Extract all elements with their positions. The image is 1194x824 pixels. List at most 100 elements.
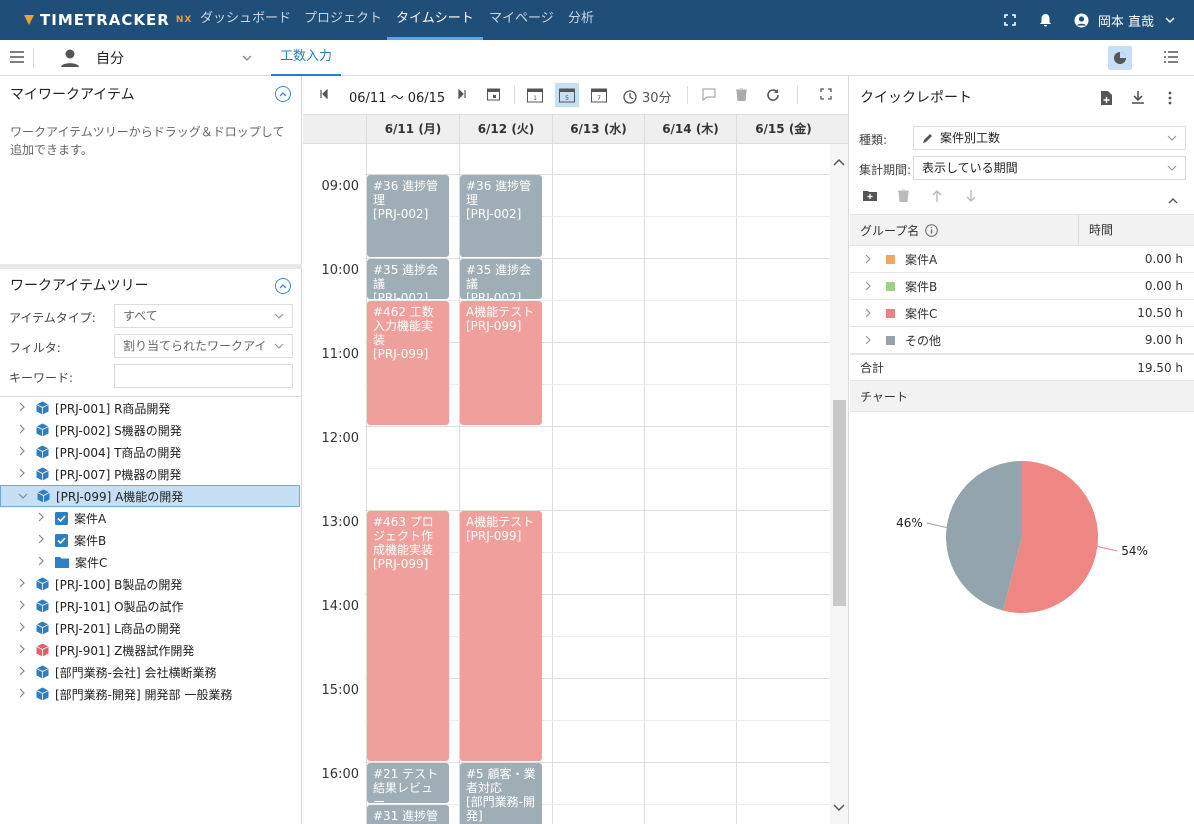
chevron-right-icon[interactable] (35, 534, 47, 547)
time-entry[interactable]: A機能テスト [PRJ-099] (460, 301, 542, 425)
chevron-right-icon[interactable] (16, 644, 28, 657)
time-entry[interactable]: #463 プロジェクト作成機能実装 [PRJ-099] (367, 511, 449, 761)
chevron-right-icon[interactable] (850, 308, 886, 318)
chevron-right-icon[interactable] (16, 402, 28, 415)
comment-icon[interactable] (702, 88, 716, 101)
chevron-right-icon[interactable] (16, 578, 28, 591)
chevron-right-icon[interactable] (850, 281, 886, 291)
time-entry[interactable]: #35 進捗会議 [PRJ-002] (460, 259, 542, 299)
chevron-up-icon[interactable] (1168, 193, 1178, 207)
delete-group-icon[interactable] (898, 188, 909, 205)
period-select[interactable]: 表示している期間 (913, 156, 1186, 180)
day-view-icon[interactable]: 1 (527, 87, 543, 103)
week-view-icon[interactable]: 7 (591, 87, 607, 103)
chevron-right-icon[interactable] (16, 424, 28, 437)
nav-project[interactable]: プロジェクト (304, 11, 383, 26)
tree-item[interactable]: [PRJ-007] P機器の開発 (0, 463, 300, 485)
tree-item[interactable]: [PRJ-001] R商品開発 (0, 397, 300, 419)
more-icon[interactable] (1168, 91, 1172, 108)
time-entry[interactable]: A機能テスト [PRJ-099] (460, 511, 542, 761)
calendar-scrollbar[interactable] (830, 144, 848, 824)
user-menu[interactable]: 岡本 直哉 (1074, 11, 1178, 30)
move-down-icon[interactable] (966, 190, 976, 205)
user-select[interactable]: 自分 (60, 46, 252, 70)
filter-select[interactable]: 割り当てられたワークアイ (114, 334, 293, 358)
chevron-right-icon[interactable] (35, 556, 47, 569)
chevron-right-icon[interactable] (16, 600, 28, 613)
report-row[interactable]: 案件C 10.50 h (850, 300, 1194, 327)
chevron-down-icon[interactable] (17, 491, 29, 502)
work-week-view-icon[interactable]: 5 (555, 83, 579, 107)
chevron-right-icon[interactable] (850, 254, 886, 264)
calendar-picker-icon[interactable] (487, 87, 500, 101)
expand-icon[interactable] (820, 88, 832, 100)
pie-slice[interactable] (945, 461, 1022, 611)
tree-item[interactable]: [PRJ-901] Z機器試作開発 (0, 639, 300, 661)
chevron-right-icon[interactable] (16, 622, 28, 635)
hamburger-icon[interactable] (10, 51, 24, 66)
nav-mypage[interactable]: マイページ (489, 11, 554, 26)
tree-item[interactable]: [PRJ-201] L商品の開発 (0, 617, 300, 639)
list-view-button[interactable] (1164, 51, 1178, 66)
report-type-select[interactable]: 案件別工数 (913, 126, 1186, 150)
chevron-right-icon[interactable] (16, 468, 28, 481)
add-report-icon[interactable] (1100, 91, 1112, 108)
report-row[interactable]: 案件A 0.00 h (850, 246, 1194, 273)
next-week-icon[interactable] (457, 89, 467, 99)
report-row[interactable]: 案件B 0.00 h (850, 273, 1194, 300)
tree-item[interactable]: 案件A (0, 507, 300, 529)
nav-analysis[interactable]: 分析 (568, 11, 595, 26)
move-up-icon[interactable] (932, 190, 942, 205)
collapse-my-items-button[interactable] (275, 86, 291, 102)
prev-week-icon[interactable] (319, 89, 329, 99)
time-entry-title: A機能テスト (466, 305, 535, 319)
chevron-right-icon[interactable] (16, 688, 28, 701)
time-entry-title: #36 進捗管理 (466, 179, 532, 207)
collapse-tree-button[interactable] (275, 278, 291, 294)
chevron-right-icon[interactable] (16, 446, 28, 459)
time-entry[interactable]: #5 顧客・業者対応 [部門業務-開発] (460, 763, 542, 824)
tree-item[interactable]: [PRJ-002] S機器の開発 (0, 419, 300, 441)
nav-dashboard[interactable]: ダッシュボード (200, 11, 292, 26)
time-entry-title: #463 プロジェクト作成機能実装 (373, 515, 434, 557)
tree-item[interactable]: [PRJ-004] T商品の開発 (0, 441, 300, 463)
delete-icon[interactable] (736, 88, 747, 101)
interval-select[interactable]: 30分 (623, 87, 672, 106)
hour-label: 14:00 (321, 599, 359, 614)
chart-title: チャート (860, 389, 908, 404)
scroll-down-icon (833, 804, 845, 812)
tree-item[interactable]: 案件C (0, 551, 300, 573)
fullscreen-icon[interactable] (1002, 12, 1018, 28)
keyword-input[interactable] (114, 364, 293, 388)
chevron-right-icon[interactable] (35, 512, 47, 525)
tree-item[interactable]: 案件B (0, 529, 300, 551)
time-entry[interactable]: #35 進捗会議 [PRJ-002] (367, 259, 449, 299)
tree-item[interactable]: [PRJ-101] O製品の試作 (0, 595, 300, 617)
item-type-select[interactable]: すべて (114, 304, 293, 328)
time-entry[interactable]: #21 テスト結果レビュー (367, 763, 449, 803)
add-folder-icon[interactable] (863, 190, 877, 204)
tree-item[interactable]: [部門業務-開発] 開発部 一般業務 (0, 683, 300, 705)
tree-item[interactable]: [PRJ-099] A機能の開発 (0, 485, 300, 507)
time-entry[interactable]: #31 進捗管 (367, 805, 449, 824)
scrollbar-thumb[interactable] (833, 400, 846, 606)
download-icon[interactable] (1132, 91, 1144, 108)
time-entry[interactable]: #462 工数入力機能実装 [PRJ-099] (367, 301, 449, 425)
tree-item[interactable]: [部門業務-会社] 会社横断業務 (0, 661, 300, 683)
app-logo[interactable]: TIMETRACKER NX (22, 11, 192, 29)
time-entry[interactable]: #36 進捗管理 [PRJ-002] (367, 175, 449, 257)
chevron-right-icon[interactable] (850, 335, 886, 345)
chart-view-button[interactable] (1108, 46, 1132, 70)
nav-timesheet[interactable]: タイムシート (387, 0, 483, 40)
tree-item[interactable]: [PRJ-100] B製品の開発 (0, 573, 300, 595)
calendar-grid[interactable]: 09:00 10:00 11:00 12:00 13:00 14:00 15:00 16:00… (303, 144, 830, 824)
tab-hours-input[interactable]: 工数入力 (271, 40, 341, 76)
bell-icon[interactable] (1038, 12, 1054, 28)
time-entry[interactable]: #36 進捗管理 [PRJ-002] (460, 175, 542, 257)
divider (0, 396, 302, 397)
panel-splitter[interactable] (0, 264, 302, 269)
pie-slice[interactable] (1003, 461, 1098, 613)
report-row[interactable]: その他 9.00 h (850, 327, 1194, 354)
refresh-icon[interactable] (766, 88, 780, 102)
chevron-right-icon[interactable] (16, 666, 28, 679)
